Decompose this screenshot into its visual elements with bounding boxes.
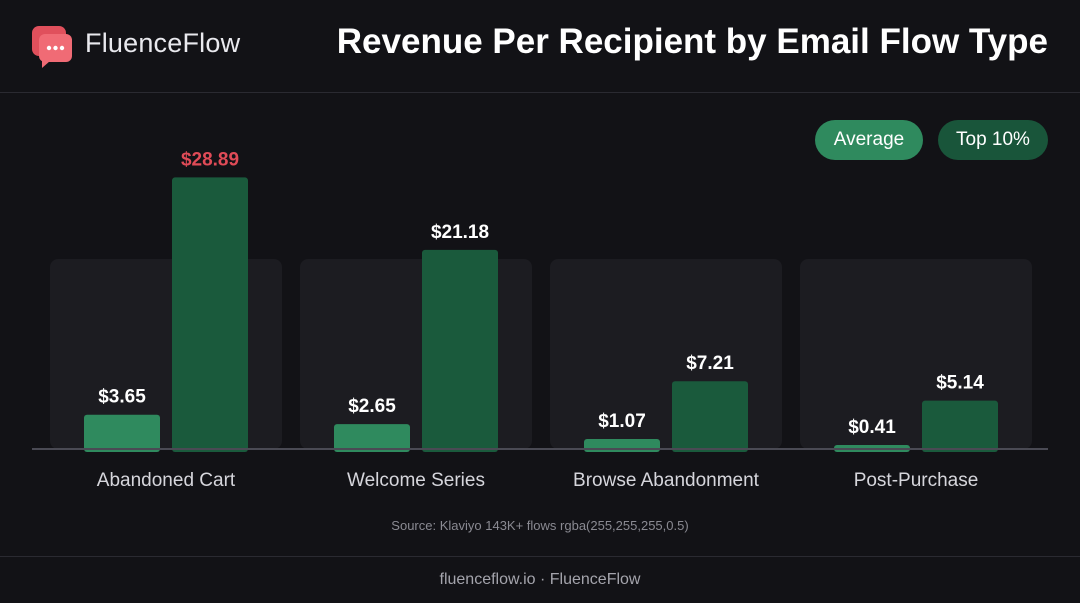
data-label-top10: $21.18	[431, 222, 489, 243]
chat-bubble-icon	[32, 26, 72, 68]
bar-top10	[172, 177, 248, 452]
data-label-average: $2.65	[348, 396, 396, 417]
bar-top10	[672, 381, 748, 452]
bar-top10	[922, 400, 998, 452]
x-tick-label: Browse Abandonment	[573, 470, 760, 491]
footer-text: fluenceflow.io · FluenceFlow	[439, 571, 641, 588]
header: FluenceFlow Revenue Per Recipient by Ema…	[0, 0, 1080, 92]
data-label-top10: $7.21	[686, 353, 734, 374]
brand-name: FluenceFlow	[85, 28, 241, 58]
legend-top10: Top 10%	[938, 120, 1048, 160]
x-tick-label: Abandoned Cart	[97, 470, 236, 491]
bar-average	[84, 414, 160, 452]
source-note: Source: Klaviyo 143K+ flows rgba(255,255…	[391, 518, 689, 533]
bar-top10	[422, 249, 498, 452]
data-label-average: $1.07	[598, 411, 646, 432]
footer-divider	[0, 556, 1080, 557]
header-divider	[0, 92, 1080, 93]
x-tick-label: Welcome Series	[347, 470, 485, 491]
bar-chart: $3.65 $28.89 Abandoned Cart $2.65 $21.18 Welc…	[32, 149, 1048, 491]
bar-average	[334, 424, 410, 452]
data-label-top10: $28.89	[181, 149, 239, 170]
bar-average	[584, 438, 660, 452]
data-label-average: $0.41	[848, 417, 896, 438]
x-tick-label: Post-Purchase	[854, 470, 979, 491]
x-axis-baseline	[32, 448, 1048, 450]
page-title: Revenue Per Recipient by Email Flow Type	[336, 22, 1048, 61]
legend-average: Average	[815, 120, 923, 160]
data-label-top10: $5.14	[936, 373, 984, 394]
data-label-average: $3.65	[98, 387, 146, 408]
